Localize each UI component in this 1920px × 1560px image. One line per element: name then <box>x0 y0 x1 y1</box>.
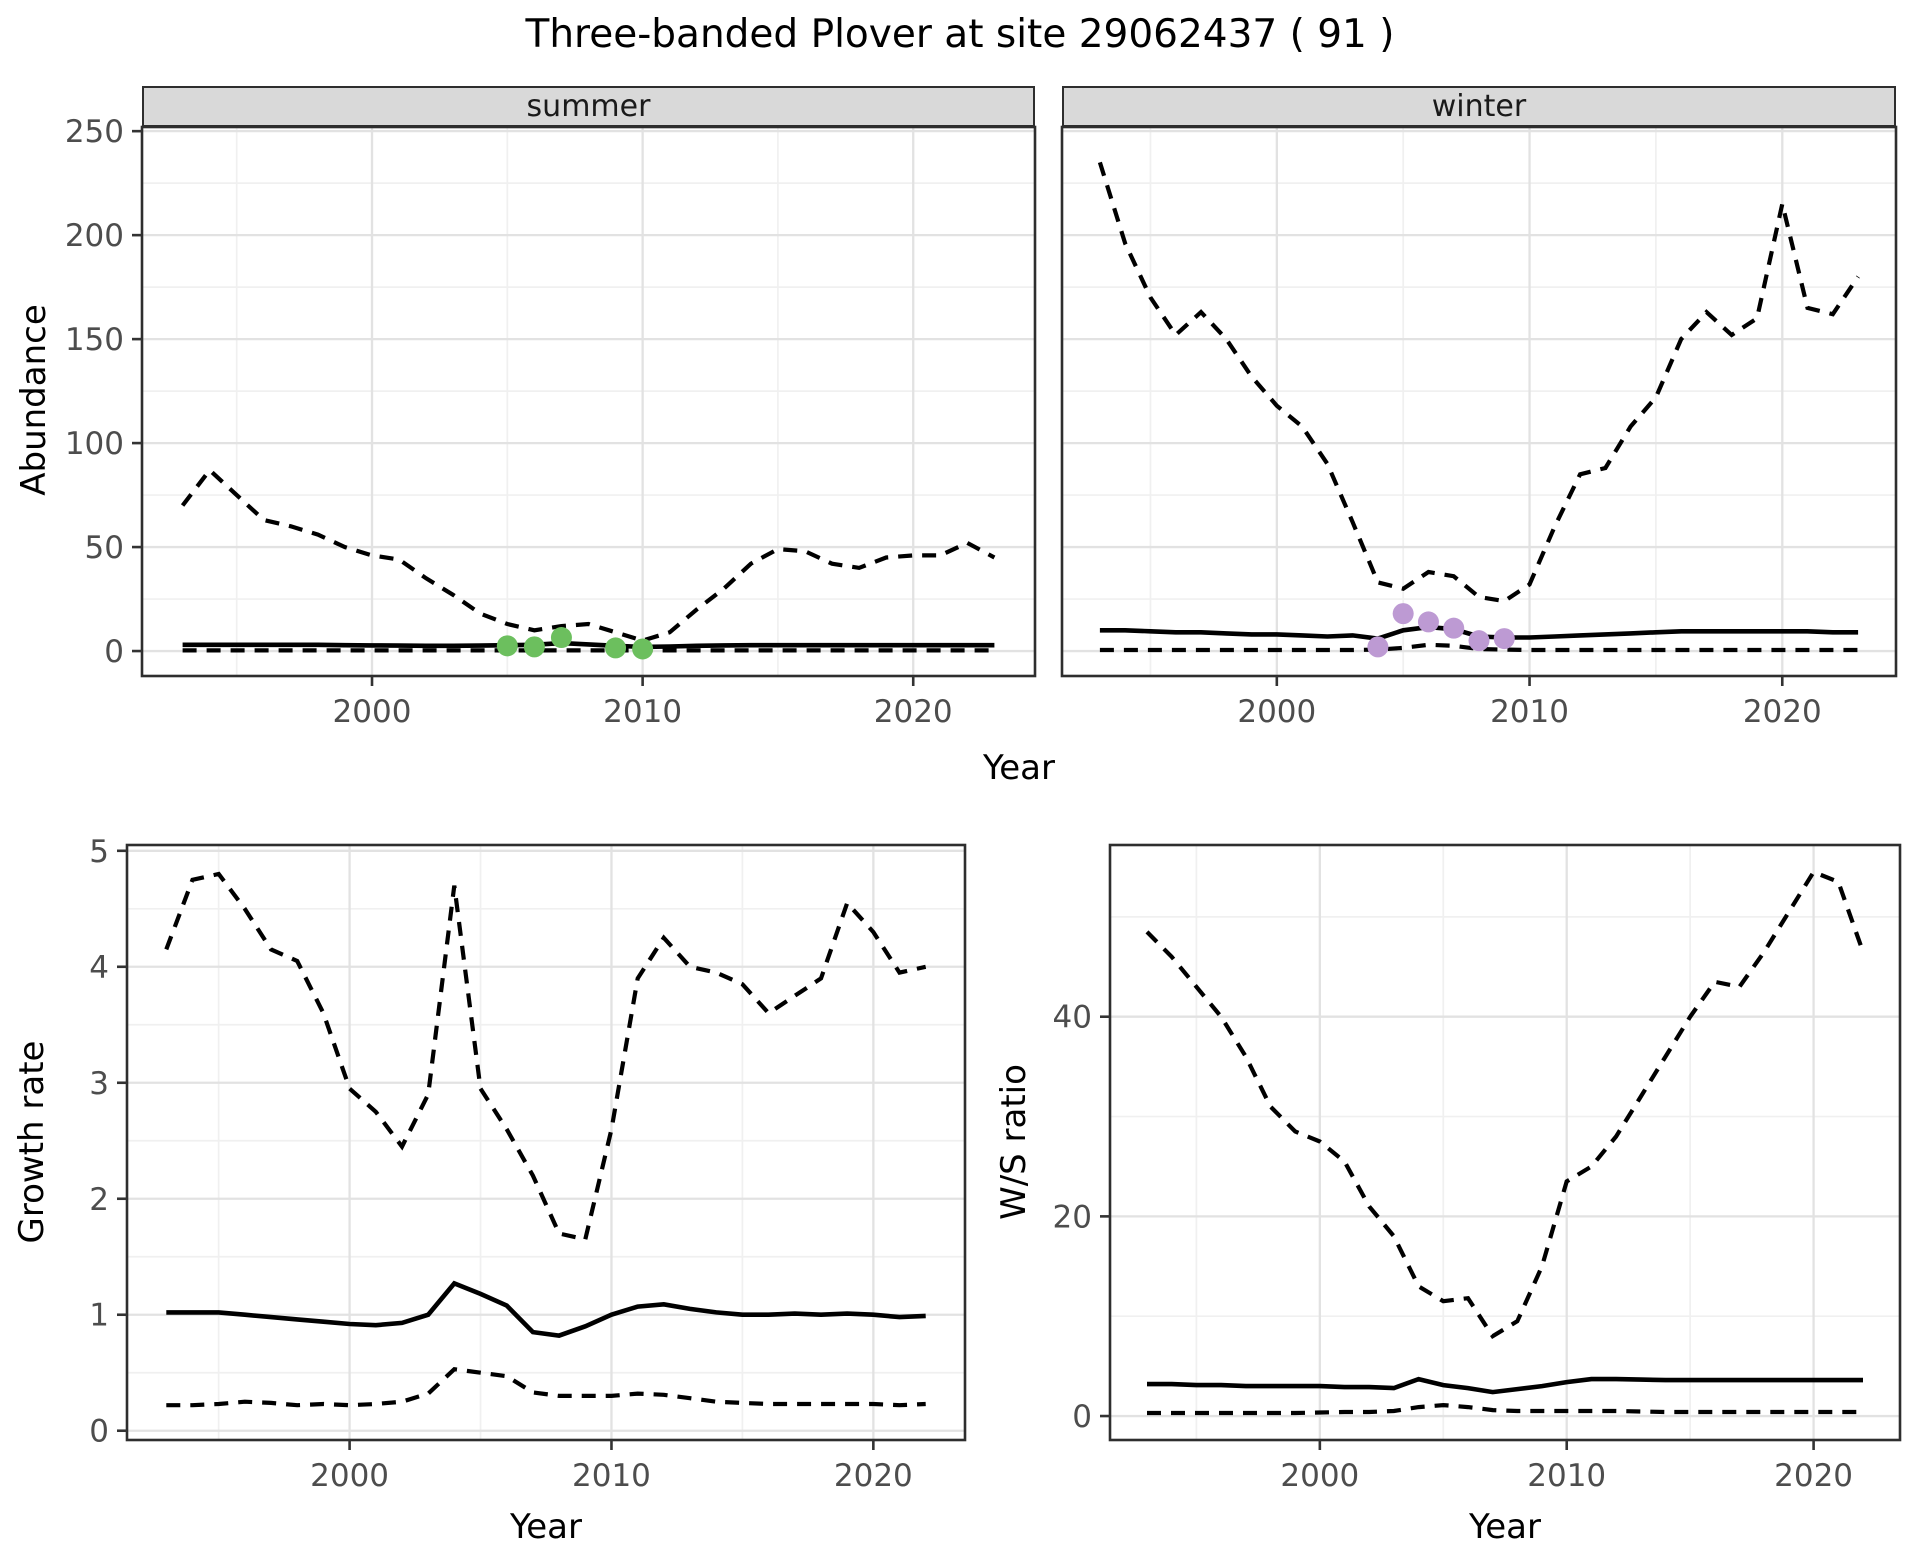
growth-rate-axis-title: Growth rate <box>12 1040 52 1244</box>
svg-text:250: 250 <box>65 114 124 150</box>
ws-ratio-chart: 2000 2010 2020 0 20 40 <box>1053 843 1902 1494</box>
svg-text:2010: 2010 <box>1490 694 1569 730</box>
svg-text:1: 1 <box>89 1298 109 1334</box>
year-axis-title-top: Year <box>983 748 1055 788</box>
page-title: Three-banded Plover at site 29062437 ( 9… <box>525 12 1395 57</box>
svg-text:2: 2 <box>89 1182 109 1218</box>
abundance-summer-chart: 2000 2010 2020 0 50 100 150 200 250 <box>65 114 1037 730</box>
svg-text:2010: 2010 <box>603 694 682 730</box>
svg-text:150: 150 <box>65 322 124 358</box>
svg-text:50: 50 <box>85 530 124 566</box>
facet-strip-summer: summer <box>142 86 1035 127</box>
svg-text:3: 3 <box>89 1066 109 1102</box>
svg-text:2000: 2000 <box>1237 694 1316 730</box>
svg-text:5: 5 <box>89 834 109 870</box>
svg-text:2000: 2000 <box>310 1458 389 1494</box>
growth-rate-chart: 2000 2010 2020 0 1 2 3 4 5 <box>89 834 967 1494</box>
svg-text:0: 0 <box>1072 1399 1092 1435</box>
svg-text:0: 0 <box>89 1414 109 1450</box>
svg-text:2020: 2020 <box>1743 694 1822 730</box>
svg-text:100: 100 <box>65 426 124 462</box>
abundance-winter-chart: 2000 2010 2020 <box>1060 125 1898 730</box>
svg-text:2020: 2020 <box>1774 1458 1853 1494</box>
year-axis-title-bottom-left: Year <box>510 1507 582 1547</box>
svg-text:2020: 2020 <box>834 1458 913 1494</box>
svg-text:200: 200 <box>65 218 124 254</box>
svg-text:0: 0 <box>104 634 124 670</box>
abundance-axis-title: Abundance <box>14 304 54 496</box>
facet-strip-label: winter <box>1431 89 1527 124</box>
svg-text:2010: 2010 <box>1527 1458 1606 1494</box>
year-axis-title-bottom-right: Year <box>1469 1507 1541 1547</box>
svg-text:2000: 2000 <box>333 694 412 730</box>
svg-text:4: 4 <box>89 950 109 986</box>
ws-ratio-axis-title: W/S ratio <box>994 1064 1034 1220</box>
svg-text:2010: 2010 <box>572 1458 651 1494</box>
svg-text:2000: 2000 <box>1280 1458 1359 1494</box>
svg-text:20: 20 <box>1053 1199 1092 1235</box>
facet-strip-winter: winter <box>1062 86 1896 127</box>
facet-strip-label: summer <box>526 89 651 124</box>
svg-text:2020: 2020 <box>874 694 953 730</box>
svg-text:40: 40 <box>1053 1000 1092 1036</box>
